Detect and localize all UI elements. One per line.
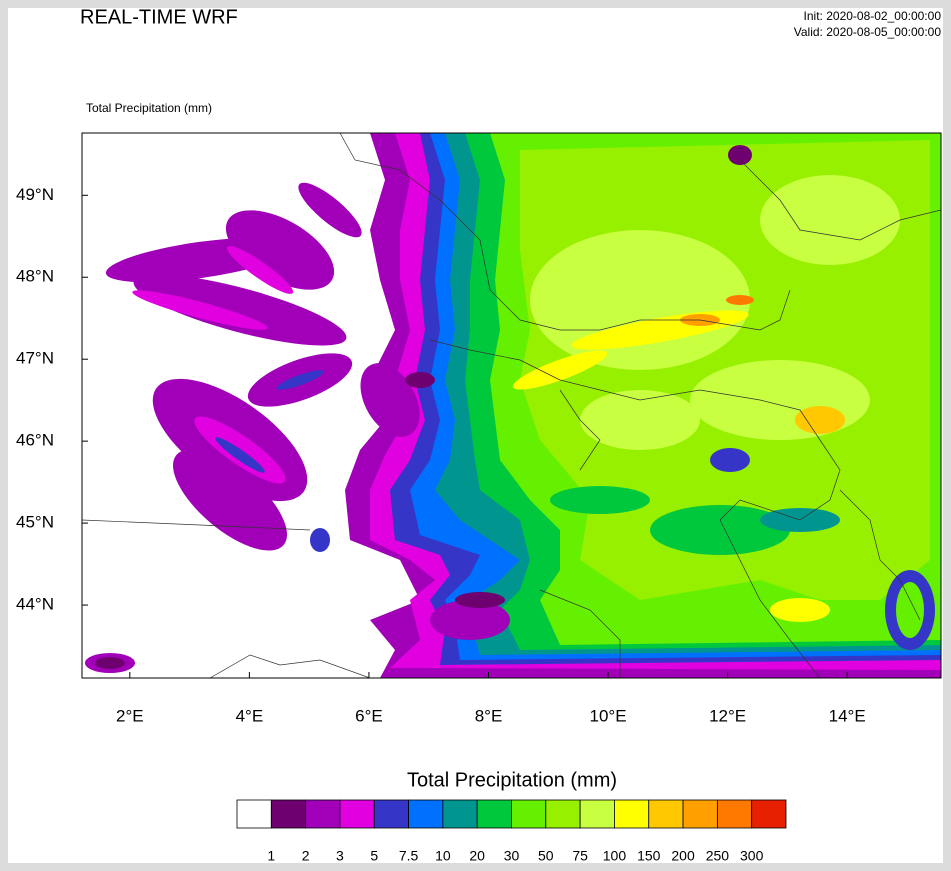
precip-field bbox=[82, 133, 941, 678]
y-tick-label: 45°N bbox=[16, 513, 54, 532]
colorbar-box bbox=[442, 799, 478, 829]
y-tick-label: 46°N bbox=[16, 431, 54, 450]
colorbar-label: 75 bbox=[572, 848, 588, 864]
colorbar-label: 30 bbox=[504, 848, 520, 864]
colorbar-label: 250 bbox=[706, 848, 730, 864]
colorbar-label: 100 bbox=[603, 848, 627, 864]
init-time: Init: 2020-08-02_00:00:00 bbox=[804, 9, 942, 23]
x-tick-label: 6°E bbox=[355, 706, 383, 725]
colorbar-label: 7.5 bbox=[399, 848, 419, 864]
colorbar-label: 1 bbox=[267, 848, 275, 864]
colorbar-label: 5 bbox=[370, 848, 378, 864]
colorbar-box bbox=[614, 799, 650, 829]
colorbar-box bbox=[476, 799, 512, 829]
valid-time: Valid: 2020-08-05_00:00:00 bbox=[794, 25, 942, 39]
colorbar-label: 200 bbox=[671, 848, 695, 864]
colorbar-box bbox=[648, 799, 684, 829]
colorbar-label: 50 bbox=[538, 848, 554, 864]
y-tick-label: 49°N bbox=[16, 185, 54, 204]
colorbar-label: 300 bbox=[740, 848, 764, 864]
x-tick-label: 8°E bbox=[475, 706, 503, 725]
colorbar-box bbox=[339, 799, 375, 829]
colorbar-label: 3 bbox=[336, 848, 344, 864]
colorbar-box bbox=[579, 799, 615, 829]
colorbar-box bbox=[236, 799, 272, 829]
colorbar-box bbox=[716, 799, 753, 829]
colorbar-box bbox=[305, 799, 341, 829]
colorbar-label: 150 bbox=[637, 848, 661, 864]
colorbar-box bbox=[751, 799, 787, 829]
colorbar-box bbox=[511, 799, 547, 829]
colorbar-label: 2 bbox=[302, 848, 310, 864]
x-tick-label: 10°E bbox=[590, 706, 627, 725]
x-tick-label: 4°E bbox=[236, 706, 264, 725]
x-tick-label: 12°E bbox=[709, 706, 746, 725]
colorbar-box bbox=[373, 799, 409, 829]
x-tick-label: 2°E bbox=[116, 706, 144, 725]
colorbar-box bbox=[270, 799, 307, 829]
title: REAL-TIME WRF bbox=[80, 6, 238, 28]
colorbar-label: 10 bbox=[435, 848, 451, 864]
colorbar-box bbox=[682, 799, 718, 829]
map-subtitle: Total Precipitation (mm) bbox=[86, 101, 212, 115]
colorbar-box bbox=[545, 799, 581, 829]
x-tick-label: 14°E bbox=[829, 706, 866, 725]
y-tick-label: 44°N bbox=[16, 595, 54, 614]
map-frame bbox=[81, 132, 942, 679]
y-tick-label: 47°N bbox=[16, 349, 54, 368]
y-tick-label: 48°N bbox=[16, 267, 54, 286]
colorbar-title: Total Precipitation (mm) bbox=[407, 769, 617, 791]
colorbar-label: 20 bbox=[469, 848, 485, 864]
colorbar-box bbox=[408, 799, 444, 829]
